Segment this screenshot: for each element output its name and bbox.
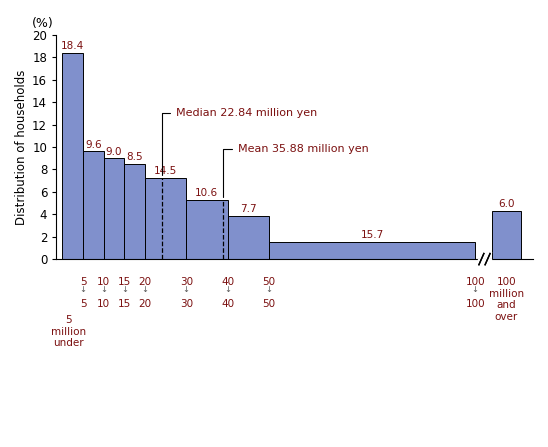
Bar (62, 53, 83, 259)
Text: ↓: ↓ (224, 285, 231, 294)
Text: 6.0: 6.0 (498, 199, 515, 209)
Bar (227, 216, 269, 259)
Text: 30: 30 (180, 277, 193, 287)
Text: 20: 20 (139, 299, 151, 309)
Text: ↓: ↓ (79, 285, 87, 294)
Bar (269, 241, 475, 259)
Text: 14.5: 14.5 (154, 166, 177, 176)
Text: 50: 50 (262, 299, 275, 309)
Text: 10: 10 (97, 277, 110, 287)
Text: 30: 30 (180, 299, 193, 309)
Y-axis label: Distribution of households: Distribution of households (15, 69, 28, 225)
Text: 100: 100 (465, 277, 485, 287)
Text: 40: 40 (221, 277, 234, 287)
Bar (492, 211, 521, 259)
Text: 5: 5 (79, 277, 87, 287)
Text: ↓: ↓ (265, 285, 272, 294)
Bar (145, 178, 186, 259)
Text: 10: 10 (97, 299, 110, 309)
Text: ↓: ↓ (472, 285, 479, 294)
Text: 5: 5 (79, 299, 87, 309)
Text: 15: 15 (118, 277, 131, 287)
Text: 5
million
under: 5 million under (51, 315, 86, 348)
Text: 18.4: 18.4 (61, 41, 84, 51)
Text: Median 22.84 million yen: Median 22.84 million yen (162, 108, 317, 175)
Text: 100
million
and
over: 100 million and over (489, 277, 524, 322)
Text: 15: 15 (118, 299, 131, 309)
Bar (124, 164, 145, 259)
Text: ↓: ↓ (182, 285, 190, 294)
Text: 10.6: 10.6 (195, 188, 219, 198)
Text: ↓: ↓ (141, 285, 149, 294)
Text: 40: 40 (221, 299, 234, 309)
Text: 9.6: 9.6 (85, 140, 102, 150)
Bar (186, 200, 227, 259)
Text: Mean 35.88 million yen: Mean 35.88 million yen (222, 144, 369, 197)
Bar (83, 152, 104, 259)
Text: 100: 100 (465, 299, 485, 309)
Text: 9.0: 9.0 (106, 147, 122, 156)
Text: 50: 50 (262, 277, 275, 287)
Bar (104, 158, 124, 259)
Text: ↓: ↓ (100, 285, 107, 294)
Text: (%): (%) (32, 17, 54, 30)
Text: 8.5: 8.5 (127, 152, 143, 162)
Text: 20: 20 (139, 277, 151, 287)
Text: 7.7: 7.7 (240, 204, 256, 214)
Text: 15.7: 15.7 (361, 230, 384, 240)
Text: ↓: ↓ (121, 285, 128, 294)
